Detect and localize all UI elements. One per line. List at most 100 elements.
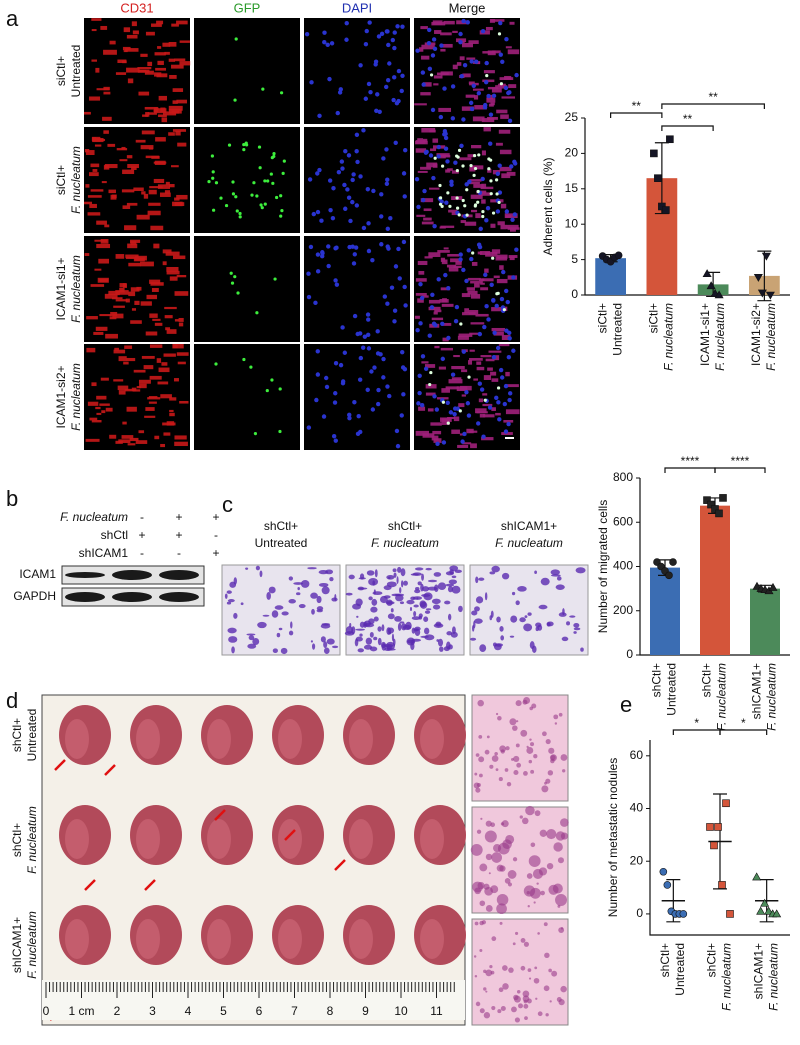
data-point xyxy=(714,290,724,299)
gfp-cell xyxy=(438,196,443,200)
nucleus xyxy=(315,252,321,257)
gfp-cell xyxy=(455,168,459,173)
vessel xyxy=(168,41,177,47)
vessel xyxy=(479,251,491,255)
nucleus xyxy=(422,188,427,194)
nucleus xyxy=(458,39,463,45)
vessel xyxy=(422,138,428,143)
cell xyxy=(410,642,415,650)
image-label: F. nucleatum xyxy=(495,536,563,550)
vessel xyxy=(163,353,176,357)
cell xyxy=(414,589,421,594)
label-line: F. nucleatum xyxy=(25,806,39,874)
nucleus xyxy=(487,405,493,410)
tissue xyxy=(508,967,514,973)
cell xyxy=(413,604,419,608)
nucleus xyxy=(441,440,447,445)
vessel xyxy=(90,284,105,287)
nucleus xyxy=(454,304,460,310)
gfp-cell xyxy=(496,386,501,390)
nucleus xyxy=(340,325,345,330)
vessel xyxy=(452,64,458,70)
vessel xyxy=(427,408,434,412)
data-point xyxy=(669,558,677,566)
lung-lobe xyxy=(207,819,231,859)
nucleus xyxy=(399,88,404,94)
vessel xyxy=(178,317,184,322)
vessel xyxy=(473,184,484,188)
gfp-cell xyxy=(278,429,282,434)
cell xyxy=(475,596,484,604)
tissue xyxy=(516,990,521,994)
gfp-cell xyxy=(242,148,246,152)
vessel xyxy=(176,274,187,278)
vessel xyxy=(131,387,137,392)
condition-sign: + xyxy=(212,510,219,524)
gfp-cell xyxy=(233,275,237,279)
tissue xyxy=(475,1001,481,1007)
vessel xyxy=(103,49,117,55)
tissue xyxy=(543,922,548,927)
nucleus xyxy=(480,29,486,34)
vessel xyxy=(174,291,189,296)
tissue xyxy=(496,893,509,906)
vessel xyxy=(122,205,131,209)
gfp-cell xyxy=(263,179,267,183)
nucleus xyxy=(438,114,444,120)
cell xyxy=(421,573,424,581)
vessel xyxy=(453,355,460,358)
cell xyxy=(556,576,562,581)
nucleus xyxy=(445,400,450,406)
tissue xyxy=(560,818,569,827)
nucleus xyxy=(512,212,518,217)
nucleus xyxy=(376,34,382,39)
cell xyxy=(259,570,263,578)
nucleus xyxy=(307,177,313,182)
vessel xyxy=(482,393,488,396)
vessel xyxy=(155,67,167,71)
vessel xyxy=(104,163,118,169)
vessel xyxy=(174,435,187,440)
vessel xyxy=(481,437,494,441)
nucleus xyxy=(328,207,333,213)
cell xyxy=(271,610,279,618)
gfp-cell xyxy=(212,208,216,212)
gfp-cell xyxy=(489,179,493,183)
data-point xyxy=(772,909,782,918)
vessel xyxy=(158,114,167,118)
gfp-cell xyxy=(278,387,282,391)
nucleus xyxy=(393,140,398,145)
vessel xyxy=(431,21,446,26)
gfp-cell xyxy=(269,172,273,176)
tissue xyxy=(502,965,508,971)
nucleus xyxy=(315,349,320,354)
vessel xyxy=(458,333,473,337)
vessel xyxy=(159,192,171,197)
vessel xyxy=(481,118,495,123)
vessel xyxy=(483,127,491,132)
significance-bracket xyxy=(661,125,714,131)
nucleus xyxy=(433,322,438,328)
nucleus xyxy=(381,356,386,362)
cell xyxy=(229,581,237,588)
cell xyxy=(511,591,516,596)
vessel xyxy=(118,356,127,362)
cell xyxy=(523,623,533,632)
vessel xyxy=(158,367,170,373)
vessel xyxy=(166,270,180,275)
nucleus xyxy=(417,390,422,396)
tissue xyxy=(480,817,483,820)
nucleus xyxy=(504,37,509,42)
nucleus xyxy=(351,172,356,177)
vessel xyxy=(485,26,493,31)
nucleus xyxy=(315,269,321,274)
nucleus xyxy=(507,391,513,396)
cell xyxy=(268,586,276,594)
band-label: GAPDH xyxy=(13,589,56,603)
gfp-cell xyxy=(257,145,262,149)
tissue xyxy=(536,882,539,885)
label-line: F. nucleatum xyxy=(765,663,779,731)
vessel xyxy=(453,416,460,422)
lung-lobe xyxy=(136,719,160,759)
vessel xyxy=(440,32,452,36)
